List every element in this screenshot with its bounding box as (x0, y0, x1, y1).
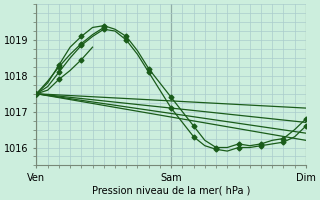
X-axis label: Pression niveau de la mer( hPa ): Pression niveau de la mer( hPa ) (92, 186, 250, 196)
